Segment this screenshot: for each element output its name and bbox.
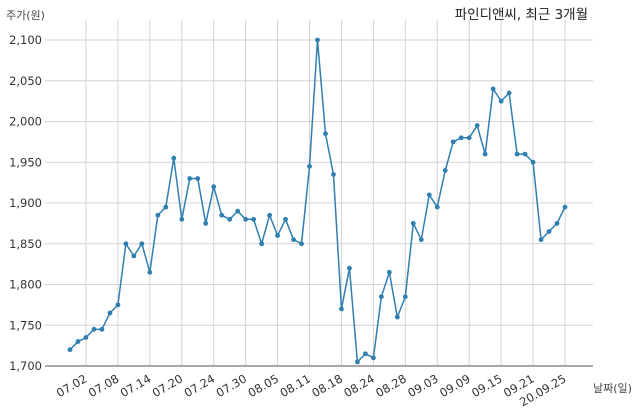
x-tick-label: 08.11 <box>277 371 313 400</box>
data-point <box>171 155 177 161</box>
data-point <box>331 172 336 177</box>
data-point <box>107 310 113 316</box>
x-axis: 07.0207.0807.1407.2007.2407.3008.0508.11… <box>45 365 593 409</box>
data-point <box>482 151 488 157</box>
data-point <box>363 351 368 357</box>
y-tick-label: 2,000 <box>9 115 42 129</box>
data-point <box>450 139 456 145</box>
data-point <box>75 339 81 344</box>
data-point <box>530 159 536 165</box>
data-point <box>275 233 280 239</box>
data-point <box>299 241 304 247</box>
data-point <box>498 98 504 104</box>
data-point <box>307 163 312 169</box>
x-tick-label: 08.18 <box>309 371 345 400</box>
y-tick-label: 1,950 <box>9 155 42 169</box>
data-point <box>251 216 257 222</box>
data-point <box>155 212 161 218</box>
x-tick-label: 08.24 <box>341 371 377 400</box>
y-axis: 1,700 1,750 1,800 1,850 1,900 1,950 2,000 2,050… <box>9 33 42 373</box>
data-point <box>187 176 193 181</box>
data-point <box>179 216 185 222</box>
data-point <box>355 359 360 365</box>
series-group <box>67 37 568 365</box>
data-point <box>147 269 153 275</box>
data-point <box>386 269 392 275</box>
data-point <box>394 314 400 320</box>
data-point <box>339 306 344 312</box>
data-point <box>514 151 520 157</box>
data-point <box>131 253 137 259</box>
data-point <box>211 184 217 190</box>
data-point <box>546 229 552 234</box>
data-point <box>243 216 249 222</box>
data-point <box>259 241 265 247</box>
data-point <box>83 335 89 340</box>
data-point <box>283 216 288 222</box>
data-point <box>99 326 105 332</box>
data-point <box>195 176 201 181</box>
x-tick-label: 07.08 <box>86 371 122 400</box>
data-point <box>323 131 328 137</box>
grid <box>45 20 593 367</box>
x-tick-label: 08.05 <box>246 371 282 400</box>
y-tick-label: 1,900 <box>9 196 42 210</box>
data-point <box>315 37 320 43</box>
x-tick-label: 07.20 <box>150 371 186 400</box>
x-tick-label: 07.30 <box>214 371 250 400</box>
data-point <box>458 135 464 141</box>
data-point <box>490 86 496 92</box>
data-point <box>434 204 440 210</box>
data-point <box>402 294 408 300</box>
data-point <box>378 294 384 300</box>
data-point <box>442 168 448 173</box>
data-point <box>291 237 296 243</box>
x-tick-label: 07.14 <box>118 371 154 400</box>
data-point <box>538 237 544 243</box>
data-point <box>347 265 352 271</box>
data-point <box>466 135 472 141</box>
data-point <box>554 220 560 226</box>
data-point <box>410 220 416 226</box>
y-tick-label: 1,750 <box>9 318 42 332</box>
y-tick-label: 1,800 <box>9 278 42 292</box>
data-point <box>219 212 225 218</box>
data-point <box>203 220 209 226</box>
data-point <box>115 302 121 308</box>
y-tick-label: 2,050 <box>9 74 42 88</box>
data-point <box>474 123 480 128</box>
y-tick-label: 2,100 <box>9 33 42 47</box>
data-point <box>426 192 432 198</box>
y-axis-title: 주가(원) <box>6 9 45 22</box>
x-tick-label: 08.28 <box>373 371 409 400</box>
data-point <box>67 347 73 353</box>
data-point <box>562 204 568 210</box>
data-point <box>418 237 424 243</box>
data-point <box>139 241 145 247</box>
series-line <box>69 39 566 363</box>
x-tick-label: 09.03 <box>405 371 441 400</box>
data-point <box>123 241 129 247</box>
data-point <box>522 151 528 157</box>
x-tick-label: 07.02 <box>54 371 90 400</box>
chart-title: 파인디앤씨, 최근 3개월 <box>455 7 588 23</box>
data-point <box>370 355 376 361</box>
data-point <box>506 90 512 96</box>
x-tick-label: 09.15 <box>469 371 505 400</box>
data-point <box>91 326 97 332</box>
x-tick-label: 09.09 <box>437 371 473 400</box>
data-point <box>235 208 241 214</box>
y-tick-label: 1,700 <box>9 359 42 373</box>
x-axis-title: 날짜(일) <box>593 381 632 395</box>
data-point <box>267 212 272 218</box>
data-point <box>163 204 169 210</box>
x-tick-label: 07.24 <box>182 371 218 400</box>
y-tick-label: 1,850 <box>9 237 42 251</box>
data-point <box>227 216 233 222</box>
